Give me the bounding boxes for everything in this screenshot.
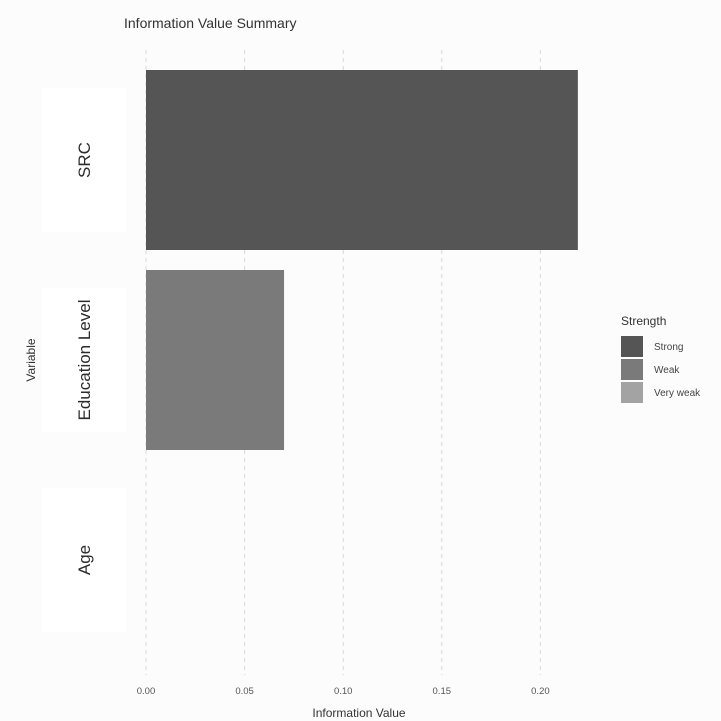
category-label: SRC bbox=[75, 142, 94, 178]
x-tick-label: 0.00 bbox=[137, 686, 156, 697]
category-label: Education Level bbox=[75, 300, 94, 421]
legend-label: Weak bbox=[654, 365, 680, 376]
x-tick-label: 0.10 bbox=[334, 686, 353, 697]
legend: Strength Strong Weak Very weak bbox=[621, 314, 701, 403]
x-tick-label: 0.20 bbox=[531, 686, 550, 697]
category-label-panel bbox=[42, 88, 126, 232]
legend-label: Strong bbox=[654, 342, 683, 353]
bars bbox=[146, 70, 578, 450]
bar-education-level bbox=[146, 270, 285, 450]
legend-label: Very weak bbox=[654, 388, 701, 399]
x-tick-label: 0.15 bbox=[433, 686, 452, 697]
legend-swatch bbox=[621, 359, 643, 380]
category-label-panel bbox=[42, 288, 126, 432]
category-labels: SRC Education Level Age bbox=[42, 88, 126, 632]
y-axis-title: Variable bbox=[24, 338, 38, 381]
category-label: Age bbox=[75, 545, 94, 575]
x-axis-title: Information Value bbox=[312, 706, 405, 720]
legend-swatch bbox=[621, 336, 643, 357]
x-tick-labels: 0.00 0.05 0.10 0.15 0.20 bbox=[137, 686, 550, 697]
legend-title: Strength bbox=[621, 314, 666, 328]
legend-swatch bbox=[621, 382, 643, 403]
category-label-panel bbox=[42, 488, 126, 632]
chart-title: Information Value Summary bbox=[124, 15, 296, 31]
bar-src bbox=[146, 70, 578, 250]
x-tick-label: 0.05 bbox=[235, 686, 254, 697]
